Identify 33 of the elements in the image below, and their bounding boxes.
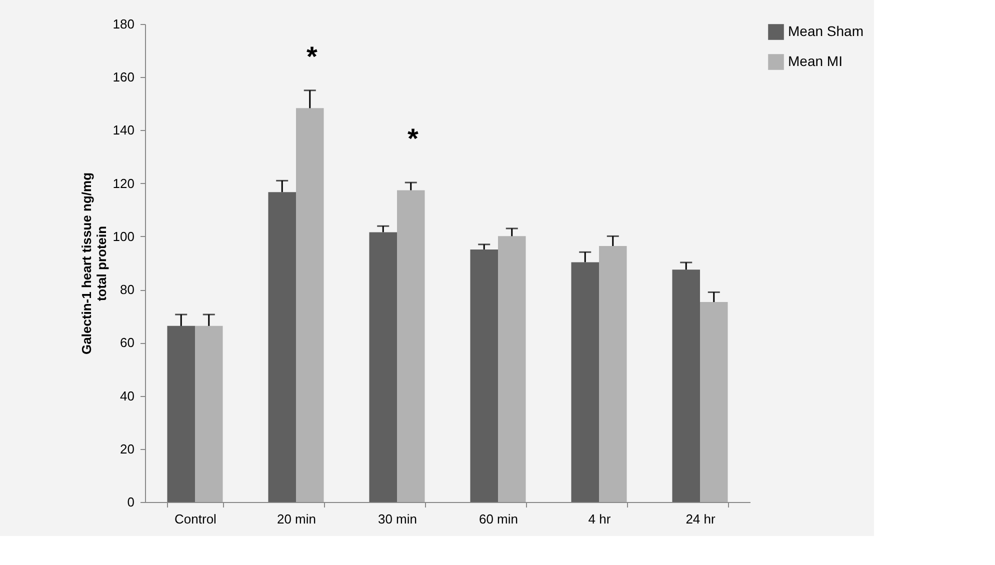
bar (296, 108, 324, 502)
annotation: * (306, 41, 318, 72)
bar (571, 262, 600, 502)
bar (672, 270, 700, 502)
y-tick-label: 140 (112, 122, 134, 138)
bar (599, 246, 627, 502)
y-tick-label: 120 (112, 176, 134, 191)
y-tick-label: 180 (112, 16, 134, 32)
bar (369, 232, 397, 502)
x-tick-label: 30 min (378, 512, 418, 526)
bar (268, 192, 296, 502)
y-tick-label: 60 (120, 335, 134, 350)
y-tick-label: 40 (120, 388, 134, 404)
bar (498, 236, 526, 502)
legend-label: Mean Sham (788, 23, 864, 39)
x-tick-label: 24 hr (686, 512, 716, 526)
annotation: * (408, 123, 419, 154)
y-tick-label: 0 (127, 494, 134, 510)
bar (194, 326, 223, 502)
y-tick-label: 20 (120, 441, 134, 456)
bar (470, 249, 498, 502)
y-tick-label: 80 (120, 282, 134, 298)
x-tick-label: 4 hr (588, 512, 612, 526)
legend-label: Mean MI (788, 53, 842, 69)
x-tick-label: 20 min (276, 512, 316, 526)
bar (397, 190, 425, 502)
y-tick-label: 160 (112, 70, 134, 85)
y-axis-title: Galectin-1 heart tissue ng/mg total protein (78, 172, 109, 355)
x-tick-label: 60 min (478, 512, 518, 526)
y-tick-label: 100 (112, 228, 134, 244)
x-tick-label: Control (174, 512, 217, 526)
bar (167, 326, 195, 502)
bar (700, 302, 728, 502)
